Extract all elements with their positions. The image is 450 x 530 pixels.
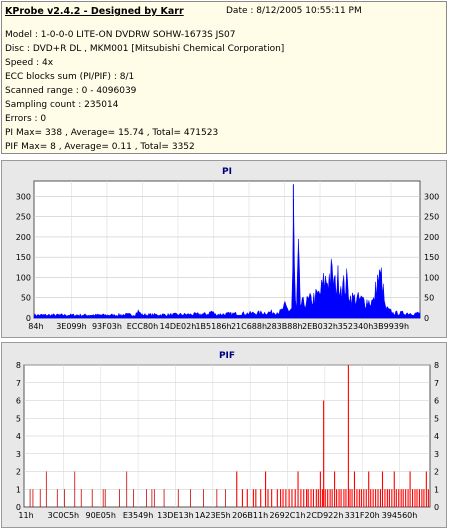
y-tick-label-left: 7 (16, 379, 21, 388)
y-tick-label-left: 1 (16, 485, 21, 494)
y-tick-label-right: 5 (434, 414, 439, 423)
y-tick-label-right: 0 (434, 503, 439, 512)
x-tick-label: 93F03h (92, 322, 122, 331)
x-tick-label: 3B9939h (373, 322, 409, 331)
y-tick-label-left: 0 (26, 314, 31, 323)
y-tick-label-left: 2 (16, 468, 21, 477)
y-tick-label-left: 3 (16, 450, 21, 459)
x-tick-label: 3C0C5h (48, 511, 80, 520)
y-tick-label-left: 4 (16, 432, 21, 441)
y-tick-label-right: 100 (424, 273, 439, 282)
y-tick-label-right: 200 (424, 233, 439, 242)
y-tick-label-right: 7 (434, 379, 439, 388)
x-tick-label: 331F20h (345, 511, 380, 520)
y-tick-label-left: 5 (16, 414, 21, 423)
info-ecc-blocks: ECC blocks sum (PI/PIF) : 8/1 (5, 72, 135, 82)
x-tick-label: 1A23E5h (195, 511, 231, 520)
y-tick-label-left: 0 (16, 503, 21, 512)
y-tick-label-right: 3 (434, 450, 439, 459)
x-tick-label: 13DE13h (157, 511, 194, 520)
pif-chart-panel: PIF 0 0 1 1 2 2 3 3 4 4 5 5 6 6 7 7 8 8 11h 3C0C5h 90E05h E354… (1, 342, 447, 528)
y-tick-label-right: 6 (434, 397, 439, 406)
x-tick-label: 2692C1h (269, 511, 305, 520)
x-tick-label: 21C688h (231, 322, 267, 331)
info-pi-summary: PI Max= 338 , Average= 15.74 , Total= 47… (5, 128, 219, 138)
y-tick-label-left: 8 (16, 361, 21, 370)
y-tick-label-right: 300 (424, 192, 439, 201)
x-tick-label: 2EB032h (302, 322, 338, 331)
pi-chart: PI 0 0 50 50 100 100 150 150 200 200 250 250 300 300 84… (16, 167, 440, 331)
y-tick-label-left: 100 (16, 273, 31, 282)
y-tick-label-left: 200 (16, 233, 31, 242)
y-tick-label-right: 0 (424, 314, 429, 323)
x-tick-label: E3549h (123, 511, 153, 520)
x-tick-label: 394560h (382, 511, 418, 520)
y-tick-label-left: 150 (16, 253, 31, 262)
info-pif-summary: PIF Max= 8 , Average= 0.11 , Total= 3352 (5, 142, 195, 152)
info-scanned-range: Scanned range : 0 - 4096039 (5, 86, 137, 96)
x-tick-label: 2CD922h (306, 511, 343, 520)
x-tick-label: 11h (18, 511, 33, 520)
info-model: Model : 1-0-0-0 LITE-ON DVDRW SOHW-1673S… (5, 30, 236, 40)
x-tick-label: 3E099h (56, 322, 86, 331)
chart-title: PI (222, 167, 232, 177)
x-tick-label: 352340h (338, 322, 374, 331)
info-disc: Disc : DVD+R DL , MKM001 [Mitsubishi Che… (5, 44, 285, 54)
app-title: KProbe v2.4.2 - Designed by Karr (5, 6, 184, 17)
chart-title: PIF (219, 351, 235, 361)
y-tick-label-right: 50 (424, 294, 434, 303)
x-tick-label: ECC80h (127, 322, 158, 331)
y-tick-label-right: 150 (424, 253, 439, 262)
pi-chart-panel: PI 0 0 50 50 100 100 150 150 200 200 250 250 300 300 84… (1, 160, 447, 338)
info-errors: Errors : 0 (5, 114, 47, 124)
y-tick-label-right: 1 (434, 485, 439, 494)
pi-series-area (33, 198, 421, 319)
info-sampling-count: Sampling count : 235014 (5, 100, 119, 110)
info-speed: Speed : 4x (5, 58, 54, 68)
x-tick-label: 90E05h (85, 511, 115, 520)
x-tick-label: 1B5186h (195, 322, 231, 331)
x-tick-label: 206B11h (232, 511, 268, 520)
x-tick-label: 283B88h (267, 322, 303, 331)
y-tick-label-left: 250 (16, 213, 31, 222)
y-tick-label-right: 8 (434, 361, 439, 370)
y-tick-label-left: 6 (16, 397, 21, 406)
x-tick-label: 84h (28, 322, 43, 331)
y-tick-label-right: 2 (434, 468, 439, 477)
scan-date: Date : 8/12/2005 10:55:11 PM (226, 6, 362, 16)
y-tick-label-left: 300 (16, 192, 31, 201)
pif-chart: PIF 0 0 1 1 2 2 3 3 4 4 5 5 6 6 7 7 8 8 11h 3C0C5h 90E05h E354… (16, 351, 439, 520)
info-panel: KProbe v2.4.2 - Designed by Karr Date : … (1, 1, 447, 154)
y-tick-label-right: 4 (434, 432, 439, 441)
x-tick-label: 14DE02h (160, 322, 197, 331)
y-tick-label-left: 50 (21, 294, 31, 303)
y-tick-label-right: 250 (424, 213, 439, 222)
